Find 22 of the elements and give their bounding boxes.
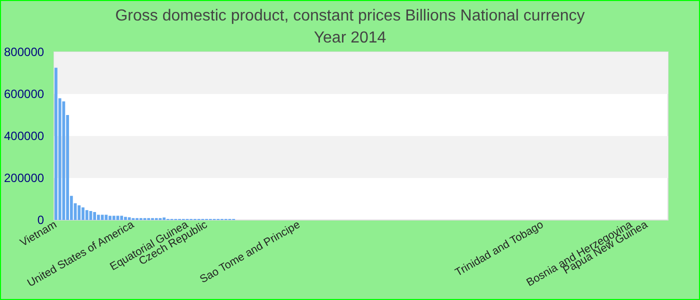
bar: [124, 216, 127, 220]
bar: [82, 207, 84, 220]
bar: [85, 210, 88, 220]
y-tick-label: 200000: [4, 171, 44, 185]
bar: [104, 214, 108, 220]
bar: [112, 216, 116, 220]
bar: [162, 217, 166, 220]
bar: [78, 205, 81, 220]
bar: [93, 212, 96, 220]
bar: [120, 216, 124, 220]
chart-title: Gross domestic product, constant prices Billions National currency: [115, 8, 585, 24]
bar: [128, 217, 131, 220]
bar: [54, 68, 58, 220]
chart-subtitle: Year 2014: [314, 30, 386, 46]
bar: [108, 216, 112, 220]
bar: [97, 214, 100, 220]
y-tick-label: 400000: [4, 129, 44, 143]
bar: [100, 214, 104, 220]
bar: [62, 101, 66, 220]
y-tick-label: 600000: [4, 87, 44, 101]
y-tick-label: 800000: [4, 45, 44, 59]
y-tick-label: 0: [37, 213, 44, 227]
